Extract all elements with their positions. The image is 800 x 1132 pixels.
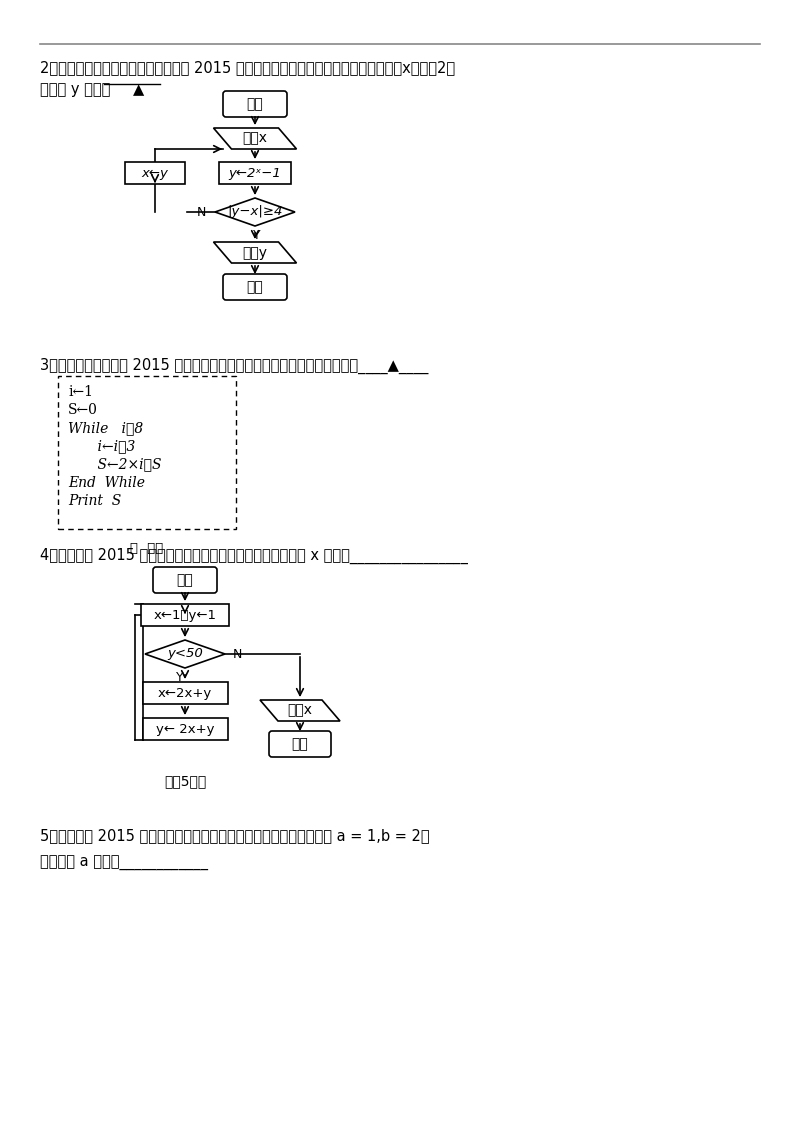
Text: 输入x: 输入x xyxy=(242,131,267,146)
Text: N: N xyxy=(233,648,242,660)
Text: 结束: 结束 xyxy=(246,280,263,294)
FancyBboxPatch shape xyxy=(153,567,217,593)
Text: y← 2x+y: y← 2x+y xyxy=(156,722,214,736)
Text: 输出x: 输出x xyxy=(287,703,313,718)
FancyBboxPatch shape xyxy=(269,731,331,757)
Text: i←1: i←1 xyxy=(68,385,93,398)
Bar xyxy=(58,376,236,529)
Text: Y: Y xyxy=(253,229,261,242)
Text: i←i＋3: i←i＋3 xyxy=(80,439,135,453)
Polygon shape xyxy=(145,640,225,668)
Text: 某  些图: 某 些图 xyxy=(130,542,164,555)
Text: S←2×i＋S: S←2×i＋S xyxy=(80,457,162,471)
Text: ▲: ▲ xyxy=(133,82,144,97)
FancyBboxPatch shape xyxy=(223,91,287,117)
Bar xyxy=(219,162,291,185)
Text: y←2ˣ−1: y←2ˣ−1 xyxy=(229,166,282,180)
Text: x←1，y←1: x←1，y←1 xyxy=(154,609,217,621)
Bar xyxy=(142,718,227,740)
Text: S←0: S←0 xyxy=(68,403,98,417)
Bar xyxy=(141,604,229,626)
FancyBboxPatch shape xyxy=(223,274,287,300)
Bar xyxy=(142,681,227,704)
Polygon shape xyxy=(260,700,340,721)
Text: 输出y: 输出y xyxy=(242,246,267,259)
Text: 3、（南京市、盐城市 2015 届高三）运行如图所示的程序后，输出的结果为____▲____: 3、（南京市、盐城市 2015 届高三）运行如图所示的程序后，输出的结果为___… xyxy=(40,358,428,375)
Polygon shape xyxy=(214,242,297,263)
Text: Print  S: Print S xyxy=(68,494,122,508)
Text: 2、（连云港、徐州、淮安、宿迁四市 2015 届高三）如图是一个算法的流程图，若输入x的値为2，: 2、（连云港、徐州、淮安、宿迁四市 2015 届高三）如图是一个算法的流程图，若… xyxy=(40,60,455,75)
Text: 开始: 开始 xyxy=(246,97,263,111)
Text: x←y: x←y xyxy=(142,166,169,180)
Text: 开始: 开始 xyxy=(177,573,194,588)
Text: 则输出 y 的値为: 则输出 y 的値为 xyxy=(40,82,110,97)
Text: x←2x+y: x←2x+y xyxy=(158,686,212,700)
Text: y<50: y<50 xyxy=(167,648,203,660)
Text: Y: Y xyxy=(176,671,184,684)
Text: N: N xyxy=(196,206,206,218)
Text: End  While: End While xyxy=(68,475,145,490)
Text: （第5题）: （第5题） xyxy=(164,774,206,788)
Bar xyxy=(125,162,185,185)
Text: 5、（苏州市 2015 届高三上期末）运行如图所示的流程图，如果输入 a = 1,b = 2，: 5、（苏州市 2015 届高三上期末）运行如图所示的流程图，如果输入 a = 1… xyxy=(40,827,430,843)
Text: |y−x|≥4: |y−x|≥4 xyxy=(227,206,282,218)
Text: 4、（南通市 2015 届高三）有图是一个算法流程图，则输出的 x 的値是________________: 4、（南通市 2015 届高三）有图是一个算法流程图，则输出的 x 的値是___… xyxy=(40,548,468,564)
Polygon shape xyxy=(214,128,297,149)
Text: 则输出的 a 的値为____________: 则输出的 a 的値为____________ xyxy=(40,856,208,871)
Polygon shape xyxy=(215,198,295,226)
Text: 结束: 结束 xyxy=(292,737,308,751)
Text: While   i＜8: While i＜8 xyxy=(68,421,143,435)
